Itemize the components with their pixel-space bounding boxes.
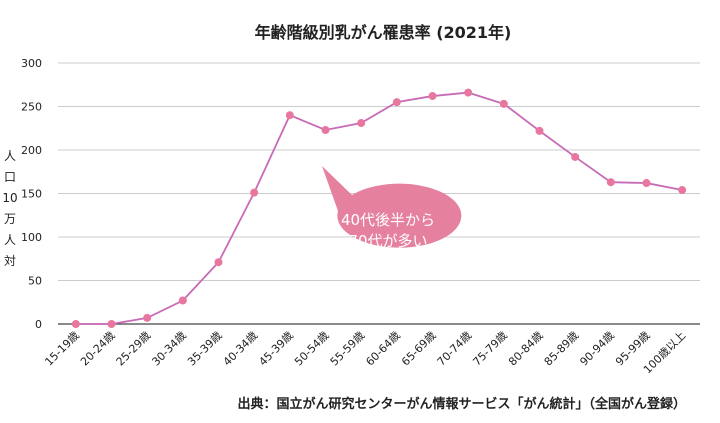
- y-tick-label: 100: [21, 231, 42, 244]
- x-tick-label: 40-34歳: [221, 329, 261, 369]
- x-tick-label: 90-94歳: [577, 329, 617, 369]
- data-point: [107, 320, 116, 328]
- y-axis-label-part: 人: [4, 233, 16, 247]
- data-point: [678, 186, 687, 195]
- data-point: [464, 88, 473, 97]
- y-tick-label: 150: [21, 188, 42, 201]
- series-line: [75, 91, 683, 325]
- data-point: [285, 111, 294, 120]
- x-axis-ticks: 15-19歳20-24歳25-29歳30-34歳35-39歳40-34歳45-3…: [42, 329, 688, 376]
- data-point: [321, 125, 330, 134]
- y-tick-label: 300: [21, 57, 42, 70]
- x-tick-label: 35-39歳: [185, 329, 225, 369]
- data-point: [250, 188, 259, 197]
- data-point: [571, 152, 580, 161]
- x-tick-label: 20-24歳: [78, 329, 118, 369]
- y-axis-label-part: 10: [2, 191, 17, 205]
- y-axis-ticks: 0 50 100 150 200 250 300: [21, 57, 42, 331]
- x-tick-label: 25-29歳: [114, 329, 154, 369]
- series-line-path: [75, 91, 683, 325]
- data-point: [535, 126, 544, 135]
- x-tick-label: 55-59歳: [328, 329, 368, 369]
- y-tick-label: 50: [28, 275, 42, 288]
- data-point: [214, 258, 223, 267]
- data-point: [428, 92, 437, 101]
- x-tick-label: 70-74歳: [435, 329, 475, 369]
- y-axis-label-part: 万: [4, 212, 16, 226]
- data-points: [71, 88, 687, 328]
- data-point: [71, 320, 80, 328]
- x-tick-label: 80-84歳: [506, 329, 546, 369]
- x-tick-label: 60-64歳: [363, 329, 403, 369]
- x-tick-label: 15-19歳: [42, 329, 82, 369]
- data-point: [143, 313, 152, 322]
- data-point: [499, 99, 508, 108]
- y-axis-label-part: 対: [4, 254, 16, 268]
- data-point: [178, 296, 187, 305]
- source-note: 出典：国立がん研究センターがん情報サービス「がん統計」（全国がん登録）: [237, 396, 686, 412]
- data-point: [642, 179, 651, 188]
- data-point: [606, 178, 615, 187]
- y-axis-label-part: 口: [4, 170, 16, 184]
- y-tick-label: 200: [21, 144, 42, 157]
- chart-title: 年齢階級別乳がん罹患率 (2021年): [255, 23, 512, 42]
- annotation-text: 40代後半から 70代が多い: [341, 211, 435, 250]
- data-point: [357, 119, 366, 128]
- x-tick-label: 30-34歳: [149, 329, 189, 369]
- x-tick-label: 85-89歳: [542, 329, 582, 369]
- y-axis-label-part: 人: [4, 149, 16, 163]
- y-tick-label: 0: [35, 318, 42, 331]
- x-tick-label: 75-79歳: [470, 329, 510, 369]
- grid-lines: [58, 62, 700, 325]
- x-tick-label: 50-54歳: [292, 329, 332, 369]
- annotation-bubble-shape: [322, 166, 462, 248]
- annotation-bubble: 40代後半から 70代が多い: [322, 166, 462, 250]
- y-tick-label: 250: [21, 101, 42, 114]
- x-tick-label: 65-69歳: [399, 329, 439, 369]
- data-point: [392, 98, 401, 107]
- x-tick-label: 45-39歳: [256, 329, 296, 369]
